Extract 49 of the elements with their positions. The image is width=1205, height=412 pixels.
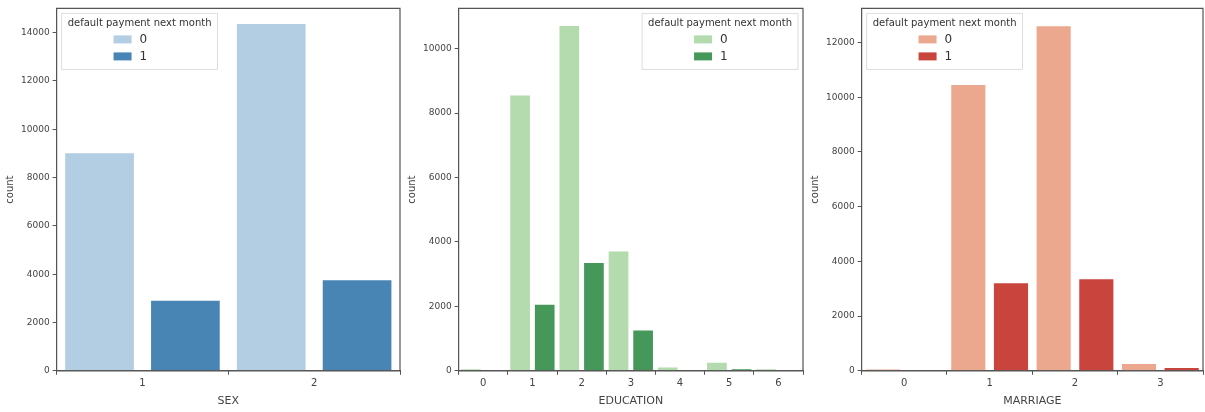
legend-label: 0	[944, 31, 953, 46]
x-tick-label: 1	[529, 377, 536, 389]
legend-title: default payment next month	[67, 16, 212, 28]
y-tick-label: 2000	[831, 310, 855, 321]
y-tick-label: 10000	[825, 91, 855, 102]
y-tick-label: 0	[445, 365, 452, 376]
y-tick-label: 4000	[428, 236, 452, 247]
x-tick-label: 2	[1071, 377, 1079, 389]
y-tick-label: 2000	[428, 300, 452, 311]
x-axis-title: EDUCATION	[598, 394, 664, 408]
y-tick-label: 6000	[26, 220, 50, 231]
legend-title: default payment next month	[872, 16, 1017, 28]
x-axis-title: MARRIAGE	[1003, 394, 1062, 408]
y-tick-label: 8000	[428, 107, 452, 118]
x-tick-label: 4	[676, 377, 684, 389]
x-tick-label: 3	[1157, 377, 1164, 389]
x-tick-label: 2	[310, 377, 318, 389]
legend-label: 1	[720, 48, 728, 63]
y-tick-label: 14000	[20, 26, 50, 37]
legend-label: 1	[139, 48, 148, 63]
y-tick-label: 12000	[825, 36, 855, 47]
x-tick-label: 1	[139, 377, 146, 389]
y-axis-title: count	[3, 175, 15, 204]
x-tick-label: 2	[578, 377, 585, 389]
y-tick-label: 6000	[831, 201, 855, 212]
y-tick-label: 12000	[20, 75, 50, 86]
x-tick-label: 5	[726, 377, 733, 389]
y-tick-label: 10000	[422, 43, 452, 54]
x-tick-label: 1	[986, 377, 993, 389]
y-axis-title: count	[808, 175, 820, 204]
x-tick-label: 6	[775, 377, 782, 389]
legend-label: 0	[720, 31, 728, 46]
legend-label: 0	[139, 31, 148, 46]
x-axis-title: SEX	[217, 394, 240, 408]
y-tick-label: 8000	[831, 146, 855, 157]
legend-title: default payment next month	[648, 16, 793, 28]
x-tick-label: 0	[901, 377, 908, 389]
y-tick-label: 10000	[20, 123, 50, 134]
y-tick-label: 4000	[26, 268, 50, 279]
y-tick-label: 6000	[428, 171, 452, 182]
y-tick-label: 4000	[831, 255, 855, 266]
y-tick-label: 0	[43, 365, 50, 376]
x-tick-label: 0	[480, 377, 487, 389]
y-axis-title: count	[405, 175, 417, 204]
y-tick-label: 0	[848, 365, 855, 376]
y-tick-label: 2000	[26, 316, 50, 327]
y-tick-label: 8000	[26, 171, 50, 182]
x-tick-label: 3	[627, 377, 634, 389]
legend-label: 1	[944, 48, 953, 63]
